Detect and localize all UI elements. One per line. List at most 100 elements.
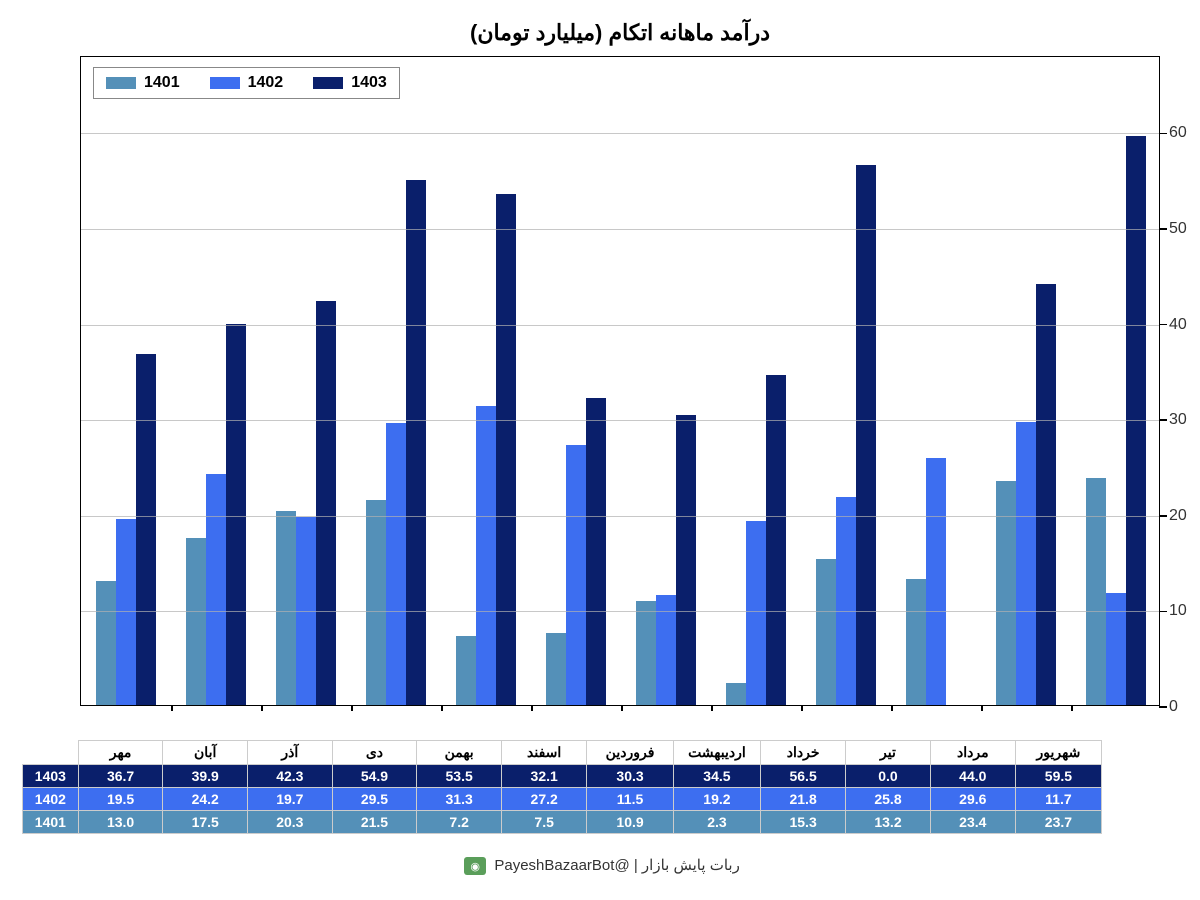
gridline [81, 229, 1159, 230]
y-axis-label: 10 [1169, 602, 1200, 620]
table-cell: 59.5 [1015, 765, 1101, 788]
bar [136, 354, 156, 705]
month-header: بهمن [417, 741, 502, 765]
gridline [81, 133, 1159, 134]
bar [386, 423, 406, 705]
bar [906, 579, 926, 705]
y-axis-label: 0 [1169, 698, 1200, 716]
month-header: اردیبهشت [673, 741, 760, 765]
month-header: شهریور [1015, 741, 1101, 765]
table-cell: 10.9 [587, 811, 674, 834]
x-tick [711, 705, 713, 711]
x-tick [351, 705, 353, 711]
month-header: فروردین [587, 741, 674, 765]
legend-label: 1402 [248, 74, 284, 92]
table-cell: 31.3 [417, 788, 502, 811]
table-cell: 0.0 [846, 765, 931, 788]
gridline [81, 516, 1159, 517]
table-cell: 13.0 [78, 811, 163, 834]
month-header: مرداد [930, 741, 1015, 765]
table-cell: 21.8 [761, 788, 846, 811]
table-cell: 13.2 [846, 811, 931, 834]
y-axis-label: 40 [1169, 316, 1200, 334]
y-tick [1159, 419, 1167, 421]
bar [186, 538, 206, 705]
table-cell: 53.5 [417, 765, 502, 788]
table-cell: 11.5 [587, 788, 674, 811]
table-row-header: 1403 [23, 765, 79, 788]
bar [366, 500, 386, 706]
month-header: خرداد [761, 741, 846, 765]
x-tick [621, 705, 623, 711]
bar [926, 458, 946, 705]
x-tick [531, 705, 533, 711]
bar [406, 180, 426, 705]
bar [856, 165, 876, 705]
y-tick [1159, 611, 1167, 613]
bar [566, 445, 586, 705]
bar [586, 398, 606, 705]
table-cell: 34.5 [673, 765, 760, 788]
y-tick [1159, 324, 1167, 326]
data-table: مهرآبانآذردیبهمناسفندفروردیناردیبهشتخردا… [22, 740, 1102, 834]
legend-item: 1402 [210, 74, 284, 92]
y-tick [1159, 515, 1167, 517]
legend-label: 1403 [351, 74, 387, 92]
table-cell: 23.7 [1015, 811, 1101, 834]
table-cell: 24.2 [163, 788, 248, 811]
table-cell: 21.5 [332, 811, 417, 834]
y-axis-label: 60 [1169, 124, 1200, 142]
table-cell: 7.2 [417, 811, 502, 834]
bar [276, 511, 296, 705]
table-cell: 19.2 [673, 788, 760, 811]
table-cell: 39.9 [163, 765, 248, 788]
table-cell: 25.8 [846, 788, 931, 811]
table-cell: 36.7 [78, 765, 163, 788]
bar [1016, 422, 1036, 705]
table-cell: 19.7 [248, 788, 333, 811]
bar [1036, 284, 1056, 705]
table-cell: 54.9 [332, 765, 417, 788]
bar [226, 324, 246, 705]
gridline [81, 611, 1159, 612]
y-tick [1159, 228, 1167, 230]
table-cell: 56.5 [761, 765, 846, 788]
legend: 1401 1402 1403 [93, 67, 400, 99]
legend-swatch [210, 77, 240, 89]
x-tick [441, 705, 443, 711]
table-row-header: 1401 [23, 811, 79, 834]
footer-text-left: @PayeshBazaarBot [494, 857, 629, 874]
bot-icon: ◉ [464, 857, 486, 875]
table-cell: 27.2 [502, 788, 587, 811]
month-header: آذر [248, 741, 333, 765]
legend-item: 1401 [106, 74, 180, 92]
bars-container [81, 57, 1159, 705]
legend-item: 1403 [313, 74, 387, 92]
bar [1106, 593, 1126, 705]
bar [206, 474, 226, 705]
table-row-header: 1402 [23, 788, 79, 811]
table-cell: 23.4 [930, 811, 1015, 834]
month-header: تیر [846, 741, 931, 765]
table-cell: 19.5 [78, 788, 163, 811]
x-tick [801, 705, 803, 711]
bar [546, 633, 566, 705]
bar [766, 375, 786, 705]
table-corner [23, 741, 79, 765]
bar [456, 636, 476, 705]
table-cell: 42.3 [248, 765, 333, 788]
bar [476, 406, 496, 705]
footer: ربات پایش بازار | @PayeshBazaarBot ◉ [0, 856, 1200, 875]
table-cell: 11.7 [1015, 788, 1101, 811]
footer-text-right: ربات پایش بازار [642, 857, 740, 874]
plot-area: 140114021403 0102030405060 [80, 56, 1160, 706]
table-cell: 44.0 [930, 765, 1015, 788]
table-cell: 29.6 [930, 788, 1015, 811]
y-axis-label: 30 [1169, 411, 1200, 429]
month-header: اسفند [502, 741, 587, 765]
bar [636, 601, 656, 705]
legend-swatch [106, 77, 136, 89]
gridline [81, 325, 1159, 326]
table-cell: 30.3 [587, 765, 674, 788]
bar [96, 581, 116, 705]
